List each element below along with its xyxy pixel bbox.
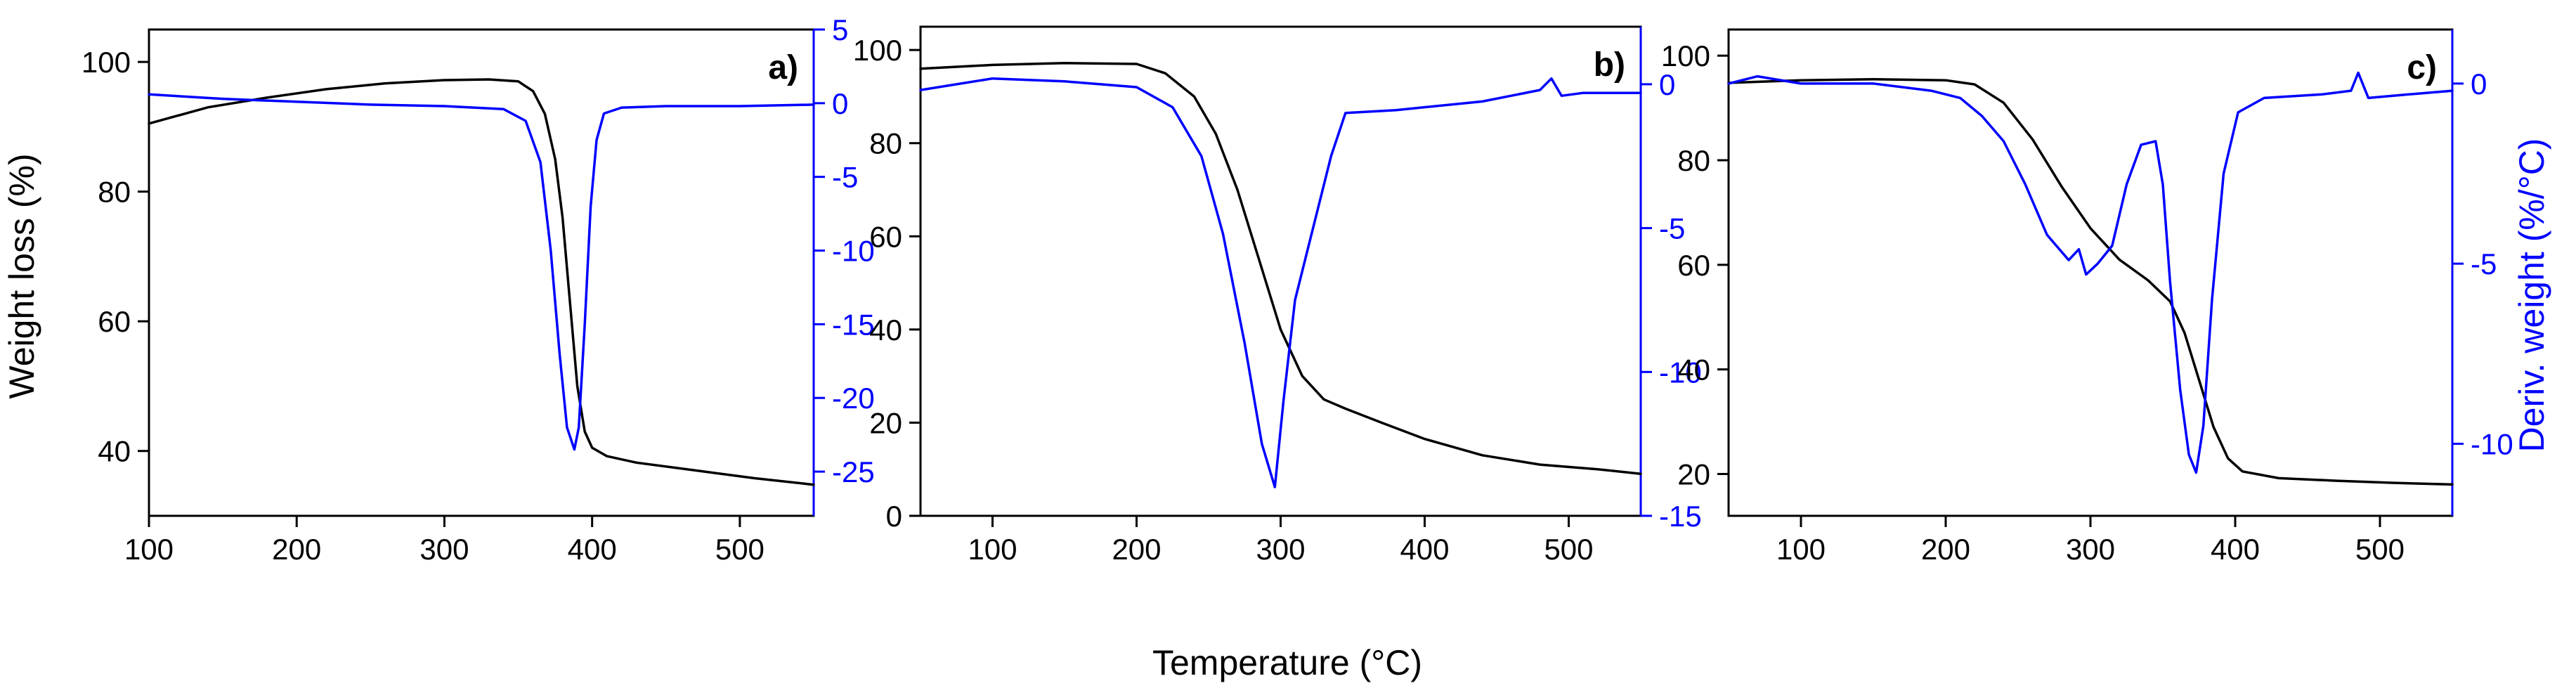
derivative-weight-series [919, 77, 1642, 488]
left-y-tick-label: 20 [1677, 457, 1710, 491]
right-y-tick-label: -15 [1659, 500, 1702, 533]
derivative-weight-series [148, 93, 815, 451]
left-y-tick-label: 20 [869, 406, 902, 439]
left-y-tick-label: 80 [1677, 144, 1710, 177]
left-y-axis-title: Weight loss (%) [2, 153, 41, 398]
right-y-tick-label: -5 [2471, 247, 2497, 280]
right-y-tick-label: 0 [832, 87, 848, 120]
left-y-tick-label: 80 [869, 127, 902, 160]
x-tick-label: 200 [272, 533, 321, 566]
right-y-tick-label: 5 [832, 13, 848, 46]
left-y-tick-label: 100 [1661, 39, 1710, 72]
panel-a: 100 200 300 400 500 40 60 80 100 5 0 -5 -10 -15 -20 -25… [82, 13, 875, 566]
plot-frame [919, 25, 1642, 517]
right-y-tick-label: -10 [2471, 427, 2513, 460]
left-y-tick-label: 60 [869, 220, 902, 253]
right-y-tick-label: -5 [832, 161, 858, 194]
x-tick-label: 100 [968, 533, 1017, 566]
x-tick-label: 400 [568, 533, 617, 566]
weight-loss-series [1727, 77, 2454, 486]
left-y-tick-label: 0 [886, 500, 902, 533]
right-y-tick-label: 0 [2471, 67, 2487, 100]
plot-frame [148, 28, 815, 517]
left-y-tick-label: 80 [98, 176, 131, 209]
panel-label: b) [1594, 46, 1625, 84]
x-tick-label: 500 [2355, 533, 2405, 566]
left-y-tick-label: 100 [853, 34, 902, 67]
right-y-tick-label: -10 [832, 235, 875, 268]
panel-label: c) [2407, 49, 2437, 86]
x-tick-label: 400 [1400, 533, 1449, 566]
left-y-tick-label: 100 [82, 46, 131, 79]
plot-frame [1727, 28, 2454, 517]
x-tick-label: 400 [2211, 533, 2260, 566]
weight-loss-series [148, 78, 815, 486]
left-y-tick-label: 40 [98, 435, 131, 468]
right-y-tick-label: -25 [832, 455, 875, 488]
derivative-weight-series [1727, 71, 2454, 474]
right-y-tick-label: 0 [1659, 68, 1675, 101]
x-tick-label: 500 [1544, 533, 1593, 566]
panel-b: 100 200 300 400 500 0 20 40 60 80 100 0 -5 -10 -15 b) [853, 25, 1702, 566]
weight-loss-series [919, 61, 1642, 476]
right-y-tick-label: -5 [1659, 212, 1685, 245]
left-y-tick-label: 40 [1677, 353, 1710, 387]
right-y-tick-label: -10 [1659, 356, 1702, 389]
right-y-tick-label: -15 [832, 308, 875, 341]
x-tick-label: 100 [124, 533, 174, 566]
x-tick-label: 300 [1256, 533, 1305, 566]
right-y-axis-title: Deriv. weight (%/°C) [2512, 138, 2551, 453]
right-y-tick-label: -20 [832, 382, 875, 415]
left-y-tick-label: 60 [1677, 249, 1710, 282]
x-axis-title: Temperature (°C) [1152, 643, 1422, 682]
x-tick-label: 200 [1112, 533, 1161, 566]
left-y-tick-label: 60 [98, 305, 131, 338]
left-y-tick-label: 40 [869, 313, 902, 346]
x-tick-label: 500 [715, 533, 765, 566]
x-tick-label: 200 [1921, 533, 1970, 566]
panel-label: a) [768, 49, 798, 86]
x-tick-label: 300 [2066, 533, 2115, 566]
x-tick-label: 300 [419, 533, 469, 566]
x-tick-label: 100 [1776, 533, 1826, 566]
